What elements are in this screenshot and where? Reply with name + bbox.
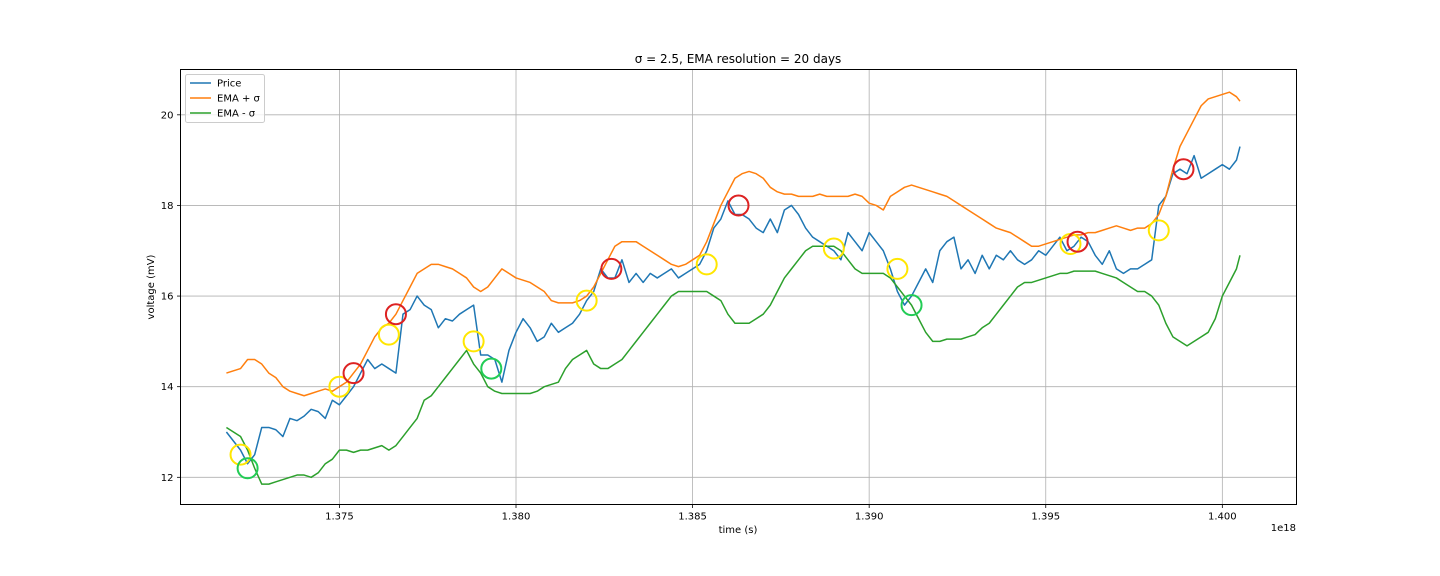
legend-label-ema-minus: EMA - σ: [217, 109, 256, 120]
signal-marker: [822, 237, 845, 260]
x-axis-label: time (s): [719, 525, 758, 536]
legend-label-ema-plus: EMA + σ: [217, 94, 261, 105]
y-tick-label: 16: [161, 292, 174, 303]
signal-marker: [480, 357, 503, 380]
chart-title: σ = 2.5, EMA resolution = 20 days: [635, 52, 842, 66]
y-tick-label: 18: [161, 201, 174, 212]
y-axis-label: voltage (mV): [146, 254, 157, 319]
signal-marker: [1066, 230, 1089, 253]
signal-marker: [695, 253, 718, 276]
signal-marker: [229, 443, 252, 466]
axes-frame: [180, 69, 1297, 505]
signal-marker: [377, 323, 400, 346]
signal-marker: [328, 375, 351, 398]
y-tick-label: 14: [161, 382, 174, 393]
x-tick-label: 1.380: [502, 512, 531, 523]
y-tick-label: 20: [161, 110, 174, 121]
legend: Price EMA + σ EMA - σ: [185, 74, 265, 123]
signal-marker: [886, 257, 909, 280]
x-axis-ticks: 1.375 1.380 1.385 1.390 1.395 1.400: [325, 504, 1237, 523]
x-tick-label: 1.390: [855, 512, 884, 523]
x-tick-label: 1.375: [325, 512, 354, 523]
signal-marker: [600, 257, 623, 280]
grid: [180, 69, 1297, 505]
signal-marker: [575, 289, 598, 312]
signal-marker: [1172, 158, 1195, 181]
legend-label-price: Price: [217, 79, 241, 90]
signal-marker: [900, 294, 923, 317]
signal-marker: [236, 457, 259, 480]
signal-marker: [1147, 219, 1170, 242]
x-axis-offset-label: 1e18: [1271, 523, 1296, 534]
y-axis-ticks: 12 14 16 18 20: [161, 110, 181, 484]
x-tick-label: 1.385: [678, 512, 707, 523]
signal-marker: [462, 330, 485, 353]
marker-layer: [229, 158, 1195, 480]
x-tick-label: 1.400: [1208, 512, 1237, 523]
series-line-ema-minus: [226, 245, 1241, 485]
signal-marker: [384, 303, 407, 326]
signal-marker: [727, 194, 750, 217]
y-tick-label: 12: [161, 473, 174, 484]
legend-box: [185, 74, 265, 123]
x-tick-label: 1.395: [1031, 512, 1060, 523]
signal-marker: [342, 362, 365, 385]
